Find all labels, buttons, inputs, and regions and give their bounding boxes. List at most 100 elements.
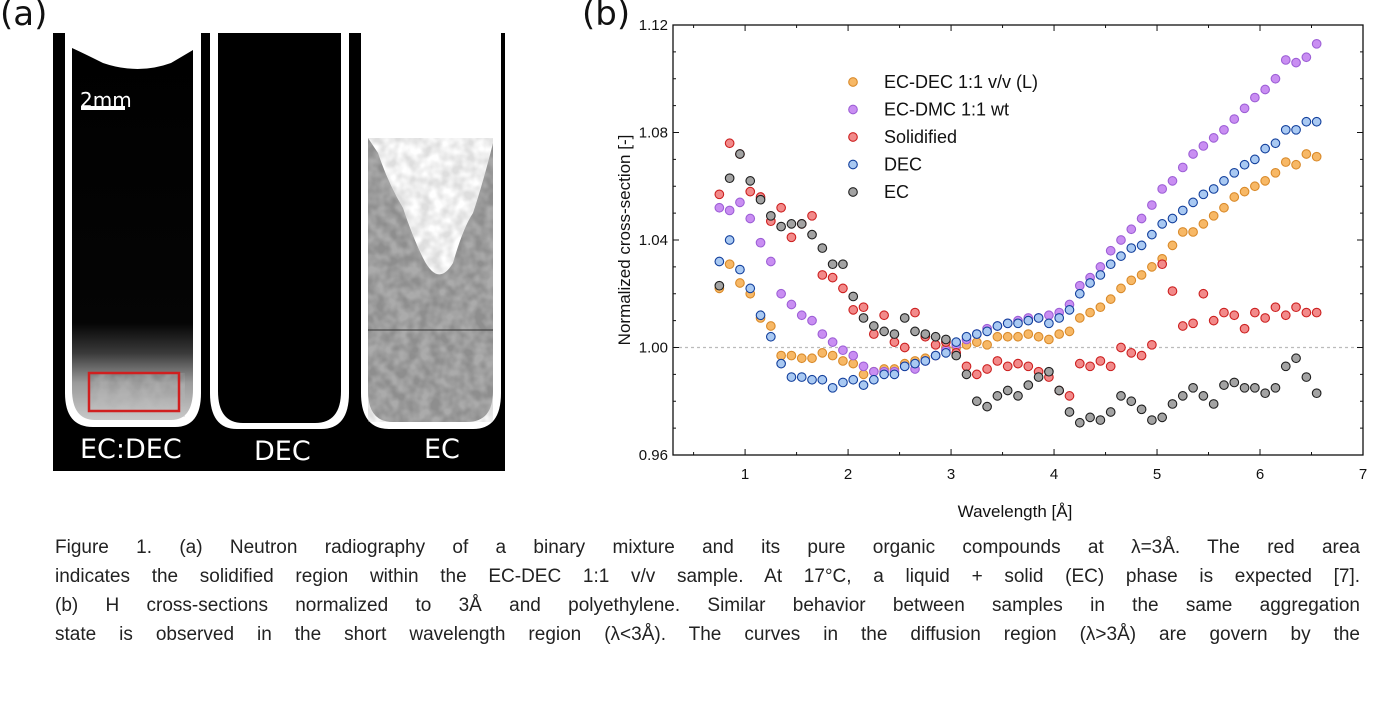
data-point bbox=[1291, 57, 1301, 68]
data-point bbox=[1013, 331, 1023, 342]
data-point bbox=[1229, 310, 1240, 321]
data-point bbox=[714, 202, 725, 213]
data-point bbox=[1198, 189, 1209, 200]
data-point bbox=[858, 302, 869, 313]
data-point bbox=[961, 369, 972, 380]
data-point bbox=[1311, 116, 1322, 127]
data-point bbox=[1116, 235, 1126, 245]
data-point bbox=[755, 310, 766, 321]
legend-label: DEC bbox=[884, 155, 922, 175]
panel-b-label: (b) bbox=[582, 0, 631, 34]
data-point bbox=[1167, 240, 1178, 251]
vial-ec-dec bbox=[65, 33, 201, 427]
data-point bbox=[765, 210, 776, 221]
data-point bbox=[1301, 116, 1312, 127]
data-point bbox=[1250, 382, 1260, 393]
scale-bar-label: 2mm bbox=[80, 88, 132, 112]
data-point bbox=[1023, 380, 1034, 390]
data-point bbox=[879, 310, 889, 321]
caption-line: indicates the solidified region within t… bbox=[55, 566, 1360, 587]
data-point bbox=[1002, 331, 1013, 342]
data-point bbox=[1291, 302, 1301, 313]
data-point bbox=[1280, 157, 1291, 167]
data-point bbox=[735, 197, 745, 208]
data-point bbox=[930, 350, 941, 361]
series-ec-dec-1-1-v-v-l- bbox=[714, 149, 1322, 380]
data-point bbox=[1177, 321, 1188, 331]
data-point bbox=[724, 173, 735, 184]
data-point bbox=[1085, 278, 1095, 288]
data-point bbox=[1095, 270, 1106, 280]
data-point bbox=[1219, 202, 1229, 213]
data-point bbox=[1167, 213, 1178, 224]
panel-a-label: (a) bbox=[0, 0, 48, 34]
data-point bbox=[1157, 412, 1168, 423]
data-point bbox=[899, 313, 910, 323]
data-point bbox=[858, 380, 869, 390]
data-point bbox=[1260, 143, 1271, 154]
data-point bbox=[889, 369, 900, 380]
data-point bbox=[1044, 334, 1054, 345]
data-point bbox=[1002, 385, 1013, 396]
data-point bbox=[827, 272, 838, 283]
data-point bbox=[1198, 391, 1209, 401]
data-point bbox=[1064, 326, 1075, 337]
data-point bbox=[1136, 404, 1147, 415]
legend-marker bbox=[848, 159, 858, 170]
data-point bbox=[724, 235, 735, 245]
data-point bbox=[1167, 176, 1178, 186]
data-point bbox=[838, 283, 848, 294]
data-point bbox=[827, 382, 838, 393]
data-point bbox=[807, 374, 817, 385]
data-point bbox=[724, 138, 735, 149]
data-point bbox=[1023, 361, 1034, 372]
data-point bbox=[1239, 323, 1250, 334]
data-point bbox=[838, 259, 848, 270]
data-point bbox=[1147, 200, 1157, 210]
data-point bbox=[1301, 149, 1312, 159]
data-point bbox=[1105, 407, 1116, 417]
data-point bbox=[1198, 288, 1209, 299]
data-point bbox=[827, 350, 838, 361]
data-point bbox=[1311, 388, 1322, 399]
data-point bbox=[1250, 307, 1260, 318]
data-point bbox=[1291, 124, 1301, 135]
data-point bbox=[735, 278, 745, 288]
scale-bar bbox=[81, 106, 125, 110]
data-point bbox=[941, 348, 951, 358]
data-point bbox=[1044, 366, 1054, 377]
data-point bbox=[1260, 176, 1271, 186]
data-point bbox=[776, 221, 786, 232]
data-point bbox=[745, 186, 756, 197]
data-point bbox=[1105, 245, 1116, 256]
data-point bbox=[786, 350, 797, 361]
data-point bbox=[961, 361, 972, 372]
y-tick-label: 0.96 bbox=[639, 447, 668, 464]
data-point bbox=[817, 329, 828, 339]
data-point bbox=[807, 353, 817, 364]
data-point bbox=[1198, 141, 1209, 151]
x-tick-label: 2 bbox=[844, 466, 852, 483]
data-point bbox=[1260, 84, 1271, 95]
data-point bbox=[1177, 227, 1188, 237]
data-point bbox=[930, 339, 941, 350]
data-point bbox=[1064, 391, 1075, 401]
data-point bbox=[1301, 372, 1312, 382]
data-point bbox=[1033, 372, 1044, 382]
data-point bbox=[868, 329, 879, 339]
data-point bbox=[1105, 361, 1116, 372]
data-point bbox=[1116, 391, 1126, 401]
data-point bbox=[1208, 210, 1219, 221]
data-point bbox=[1064, 407, 1075, 417]
data-point bbox=[848, 305, 859, 315]
data-point bbox=[817, 270, 828, 280]
data-point bbox=[1074, 288, 1085, 299]
data-point bbox=[1116, 283, 1126, 294]
data-point bbox=[1126, 275, 1137, 286]
legend-marker bbox=[848, 104, 858, 115]
data-point bbox=[1188, 382, 1198, 393]
legend-label: EC-DEC 1:1 v/v (L) bbox=[884, 72, 1038, 92]
data-point bbox=[1311, 151, 1322, 162]
data-point bbox=[1105, 294, 1116, 304]
data-point bbox=[1105, 259, 1116, 270]
